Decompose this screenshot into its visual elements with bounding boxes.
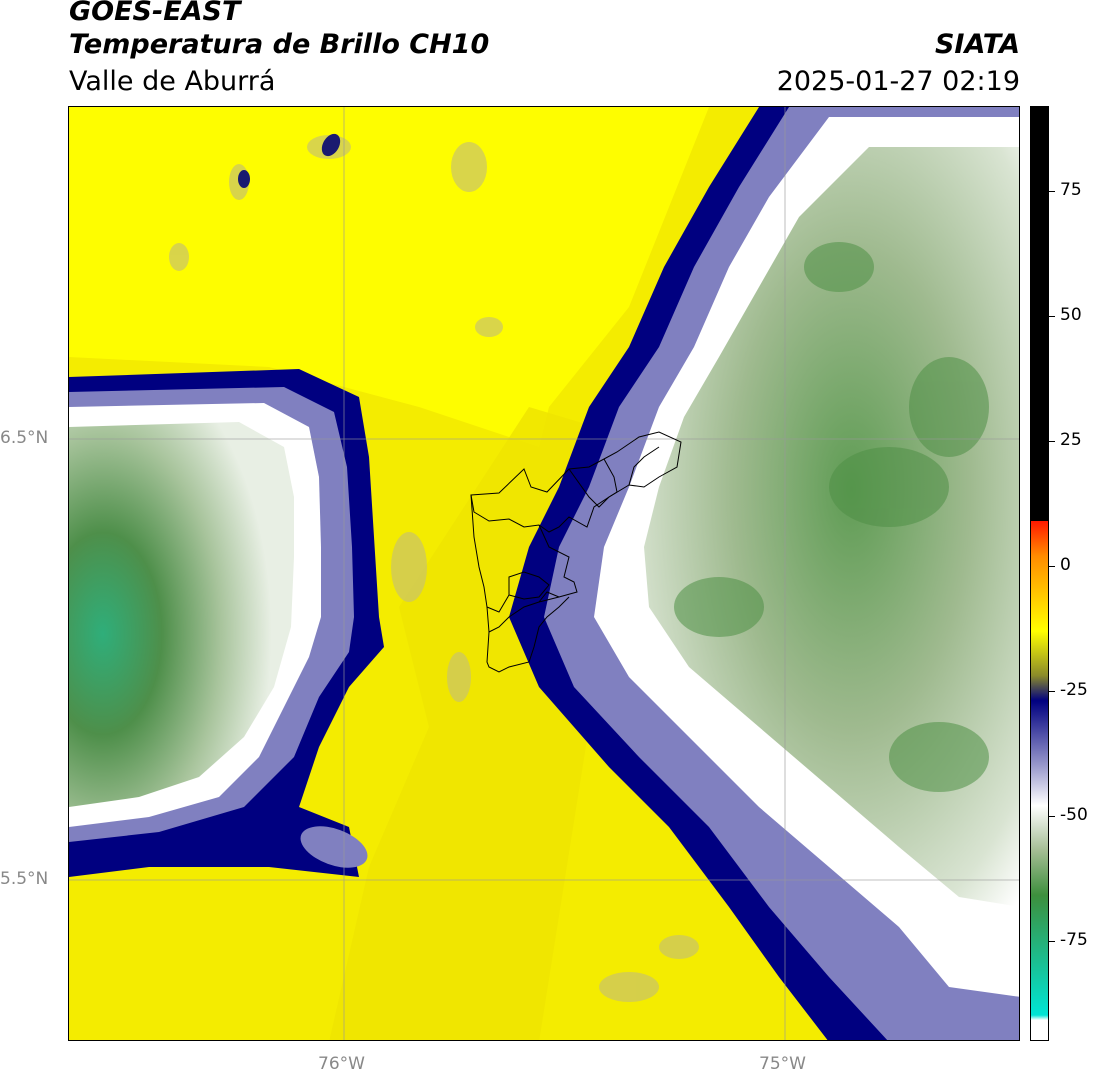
colorbar-tick: [1049, 691, 1055, 692]
colorbar-tick: [1049, 566, 1055, 567]
cloud-patches: [169, 135, 699, 1002]
lon-label-75: 75°W: [759, 1054, 806, 1074]
colorbar-tick-label: -50: [1060, 805, 1088, 825]
colorbar-tick-label: 75: [1060, 180, 1082, 200]
subtitle-region: Valle de Aburrá: [69, 66, 276, 97]
east-cloud-core: [644, 147, 1019, 907]
colorbar-tick: [1049, 441, 1055, 442]
colorbar-tick: [1049, 316, 1055, 317]
lat-label-6-5: 6.5°N: [0, 428, 49, 448]
colorbar-tick-label: 0: [1060, 555, 1071, 575]
lon-label-76: 76°W: [318, 1054, 365, 1074]
colorbar-tick: [1049, 191, 1055, 192]
timestamp: 2025-01-27 02:19: [776, 66, 1020, 97]
title-product: Temperatura de Brillo CH10: [69, 29, 490, 60]
title-satellite: GOES-EAST: [69, 0, 241, 27]
brand-label: SIATA: [934, 29, 1020, 60]
colorbar: [1030, 106, 1049, 1041]
graticule: [69, 107, 1019, 1040]
west-cloud-core: [69, 422, 294, 807]
bright-yellow-region: [69, 107, 709, 447]
lat-label-5-5: 5.5°N: [0, 869, 49, 889]
colorbar-tick-label: 25: [1060, 430, 1082, 450]
valle-aburra-boundaries: [470, 431, 682, 673]
colorbar-tick: [1049, 816, 1055, 817]
colorbar-tick: [1049, 941, 1055, 942]
west-detached-cell: [300, 826, 368, 868]
dark-cloud-spots: [238, 133, 341, 188]
colorbar-tick-label: 50: [1060, 305, 1082, 325]
satellite-map[interactable]: [68, 106, 1020, 1041]
colorbar-tick-label: -25: [1060, 680, 1088, 700]
colorbar-tick-label: -75: [1060, 930, 1088, 950]
east-core-patches: [674, 242, 989, 792]
map-canvas: [69, 107, 1019, 1040]
